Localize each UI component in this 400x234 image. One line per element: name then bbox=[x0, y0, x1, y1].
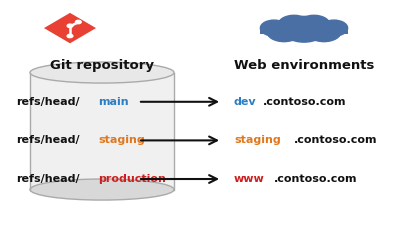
FancyBboxPatch shape bbox=[260, 27, 348, 34]
Circle shape bbox=[76, 20, 81, 24]
Text: production: production bbox=[98, 174, 166, 184]
Text: staging: staging bbox=[98, 135, 145, 145]
Circle shape bbox=[267, 22, 301, 42]
Circle shape bbox=[282, 16, 326, 42]
Text: staging: staging bbox=[234, 135, 281, 145]
Text: dev: dev bbox=[234, 97, 257, 107]
Circle shape bbox=[298, 15, 330, 34]
Circle shape bbox=[320, 20, 348, 36]
Text: main: main bbox=[98, 97, 129, 107]
Text: refs/head/: refs/head/ bbox=[16, 97, 80, 107]
Text: Git repository: Git repository bbox=[50, 59, 154, 72]
Text: www: www bbox=[234, 174, 265, 184]
Ellipse shape bbox=[30, 179, 174, 200]
Ellipse shape bbox=[30, 62, 174, 83]
Circle shape bbox=[67, 24, 73, 27]
FancyBboxPatch shape bbox=[30, 73, 174, 190]
Text: .contoso.com: .contoso.com bbox=[274, 174, 357, 184]
Polygon shape bbox=[44, 13, 96, 43]
Text: refs/head/: refs/head/ bbox=[16, 135, 80, 145]
Circle shape bbox=[67, 34, 73, 38]
Circle shape bbox=[278, 15, 310, 34]
Text: refs/head/: refs/head/ bbox=[16, 174, 80, 184]
Text: .contoso.com: .contoso.com bbox=[263, 97, 347, 107]
Text: .contoso.com: .contoso.com bbox=[294, 135, 378, 145]
Circle shape bbox=[260, 20, 288, 36]
Text: Web environments: Web environments bbox=[234, 59, 374, 72]
Circle shape bbox=[307, 22, 341, 42]
